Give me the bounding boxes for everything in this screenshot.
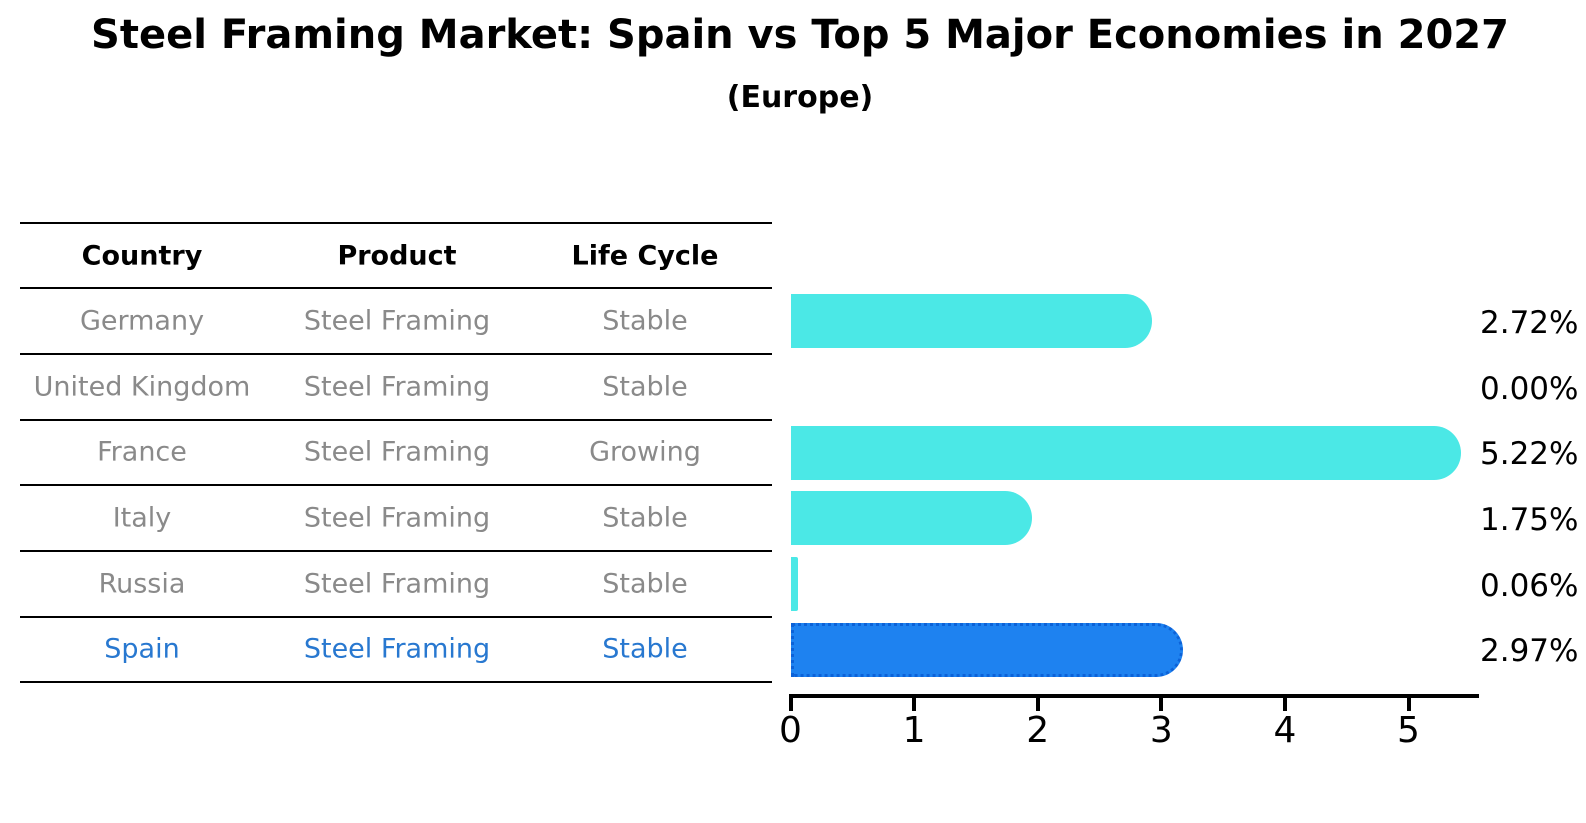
- bar-germany: [790, 294, 1152, 349]
- bar-russia: [790, 556, 798, 611]
- table-cell-life-cycle: Stable: [602, 371, 688, 403]
- table-separator-line: [20, 681, 772, 684]
- x-tick-mark: [1159, 698, 1164, 711]
- table-cell-product: Steel Framing: [303, 371, 491, 403]
- chart-subtitle: (Europe): [726, 80, 874, 115]
- table-cell-life-cycle: Stable: [602, 568, 688, 600]
- x-axis-line: [789, 694, 1479, 698]
- table-separator-line: [20, 484, 772, 487]
- table-cell-life-cycle: Stable: [602, 633, 688, 665]
- table-cell-product: Steel Framing: [303, 305, 491, 337]
- table-cell-country: Germany: [79, 305, 205, 337]
- table-header-product: Product: [337, 240, 457, 271]
- table-header-life-cycle: Life Cycle: [571, 240, 719, 271]
- table-separator-line: [20, 221, 772, 224]
- table-separator-line: [20, 615, 772, 618]
- table-cell-life-cycle: Stable: [602, 305, 688, 337]
- table-cell-product: Steel Framing: [303, 568, 491, 600]
- bar-highlight-spain: [790, 622, 1183, 677]
- table-cell-country: France: [97, 436, 187, 468]
- bar-value-label: 2.97%: [1480, 633, 1579, 670]
- bar-value-label: 0.06%: [1480, 567, 1579, 604]
- table-cell-product: Steel Framing: [303, 633, 491, 665]
- bar-france: [790, 425, 1461, 480]
- bar-italy: [790, 491, 1032, 546]
- table-cell-product: Steel Framing: [303, 436, 491, 468]
- table-cell-life-cycle: Stable: [602, 502, 688, 534]
- table-separator-line: [20, 352, 772, 355]
- table-separator-line: [20, 418, 772, 421]
- table-header-country: Country: [81, 240, 203, 271]
- x-tick-label: 2: [1026, 710, 1050, 751]
- x-tick-mark: [788, 698, 793, 711]
- x-tick-label: 5: [1397, 710, 1420, 751]
- table-cell-country: Italy: [112, 502, 172, 534]
- x-tick-mark: [1406, 698, 1411, 711]
- x-tick-mark: [1035, 698, 1040, 711]
- x-tick-label: 4: [1273, 710, 1297, 751]
- x-tick-mark: [912, 698, 917, 711]
- x-tick-label: 0: [779, 710, 802, 751]
- table-cell-country: United Kingdom: [33, 371, 251, 403]
- x-tick-mark: [1282, 698, 1287, 711]
- x-tick-label: 1: [902, 710, 926, 751]
- table-cell-life-cycle: Growing: [589, 436, 701, 468]
- table-cell-country: Spain: [104, 633, 180, 665]
- bar-value-label: 1.75%: [1480, 502, 1579, 539]
- chart-title: Steel Framing Market: Spain vs Top 5 Maj…: [91, 12, 1509, 58]
- table-separator-line: [20, 287, 772, 290]
- table-cell-country: Russia: [98, 568, 186, 600]
- bar-value-label: 0.00%: [1480, 370, 1579, 407]
- x-tick-label: 3: [1149, 710, 1173, 751]
- bar-value-label: 2.72%: [1480, 305, 1579, 342]
- table-cell-product: Steel Framing: [303, 502, 491, 534]
- bar-value-label: 5.22%: [1480, 436, 1579, 473]
- table-separator-line: [20, 549, 772, 552]
